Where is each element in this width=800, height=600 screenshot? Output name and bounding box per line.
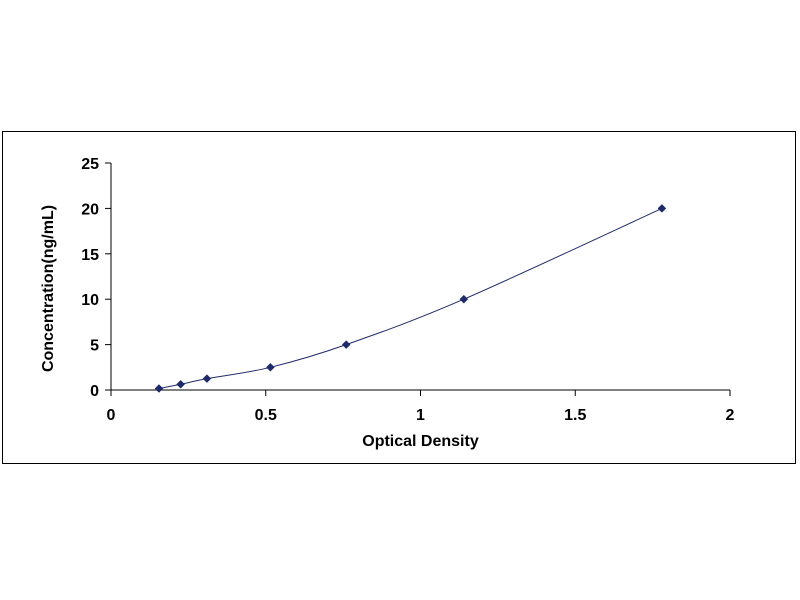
data-point-marker [176,379,185,389]
chart-frame: 0 0.5 1 1.5 2 0 5 10 15 20 25 Optical Density Conc… [2,131,796,464]
y-tick-label: 0 [90,383,99,400]
y-tick-label: 5 [90,338,99,355]
x-tick-label: 1.5 [564,407,586,424]
data-point-marker [202,374,212,384]
x-tick-label: 2 [726,407,735,424]
data-point-marker [657,204,667,213]
y-tick-label: 15 [81,247,99,264]
data-point-marker [459,294,469,304]
y-tick-label: 25 [81,156,99,173]
data-point-marker [154,384,164,393]
axes [110,163,730,391]
y-axis-title: Concentration(ng/mL) [40,205,57,372]
y-tick-label: 10 [81,292,99,309]
x-tick-label: 0 [107,407,116,424]
data-point-marker [341,340,351,349]
data-points [154,204,667,393]
x-tick-label: 1 [416,407,425,424]
x-axis-title: Optical Density [362,433,479,450]
ticks [105,162,731,396]
trend-line [158,207,663,390]
y-tick-label: 20 [81,201,99,218]
x-tick-label: 0.5 [255,407,277,424]
data-point-marker [266,362,275,372]
